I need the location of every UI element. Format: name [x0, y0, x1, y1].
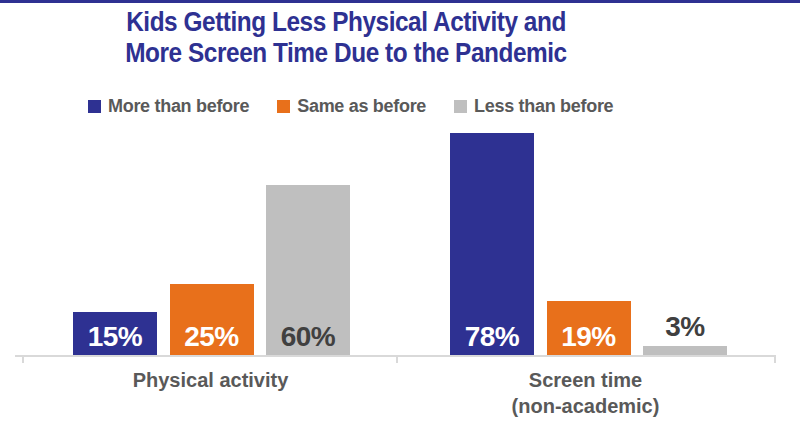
plot-area: Physical activity Screen time (non-acade… — [0, 0, 800, 423]
category-label-physical-activity: Physical activity — [23, 367, 398, 393]
x-axis-tick — [22, 356, 24, 363]
bar-value-label: 78% — [450, 322, 534, 352]
chart-canvas: Kids Getting Less Physical Activity and … — [0, 0, 800, 423]
bar-less-than-before-group1 — [643, 346, 727, 355]
x-axis-tick — [396, 356, 398, 363]
x-axis-tick — [774, 356, 776, 363]
bar-value-label: 3% — [643, 312, 727, 342]
bar-value-label: 19% — [547, 322, 631, 352]
bar-value-label: 25% — [170, 322, 254, 352]
category-label-screen-time: Screen time (non-academic) — [398, 367, 773, 419]
bar-value-label: 15% — [73, 322, 157, 352]
bar-value-label: 60% — [266, 322, 350, 352]
